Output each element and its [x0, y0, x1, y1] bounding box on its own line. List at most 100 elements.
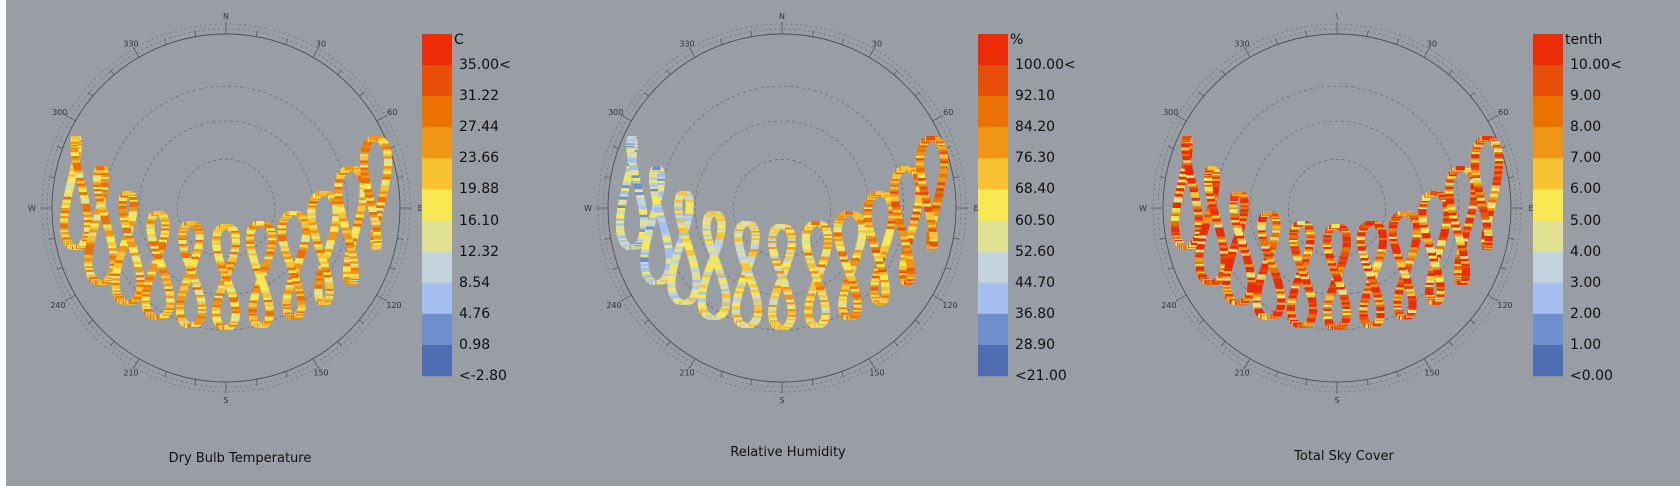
- sun-path-point: [1226, 257, 1235, 262]
- sun-path-point: [692, 278, 701, 283]
- sun-path-point: [135, 268, 144, 273]
- sun-path-point: [1443, 218, 1452, 223]
- sun-path-point: [1430, 260, 1439, 265]
- sun-path-point: [66, 182, 75, 187]
- sun-path-point: [1429, 191, 1438, 196]
- sun-path-point: [1194, 210, 1203, 215]
- sun-path-point: [334, 194, 343, 199]
- sun-path-point: [787, 242, 796, 247]
- compass-tick: [1198, 92, 1204, 97]
- sun-path-point: [892, 208, 901, 213]
- sun-path-point: [181, 251, 190, 256]
- sun-path-point: [1401, 274, 1410, 279]
- sun-path-point: [776, 272, 785, 277]
- legend-label: 4.00: [1570, 243, 1602, 260]
- sun-path-point: [278, 237, 287, 242]
- sun-path-point: [1445, 187, 1454, 192]
- sun-path-point: [1336, 282, 1345, 287]
- sun-path-point: [673, 251, 682, 256]
- sun-path-point: [1425, 282, 1434, 287]
- sun-path-point: [130, 251, 139, 256]
- sun-path-point: [184, 261, 193, 266]
- sun-path-point: [1456, 238, 1465, 243]
- sun-path-point: [1272, 228, 1281, 233]
- sun-path-point: [1408, 298, 1417, 303]
- sun-path-point: [118, 248, 127, 253]
- sun-path-point: [331, 223, 340, 228]
- sun-path-point: [751, 290, 760, 295]
- sun-path-point: [1412, 234, 1421, 239]
- sun-path-point: [301, 237, 310, 242]
- sun-path-point: [231, 240, 240, 245]
- sun-path-point: [640, 249, 649, 254]
- sun-path-point: [99, 192, 108, 197]
- sun-path-point: [120, 240, 129, 245]
- sun-path-point: [899, 259, 908, 264]
- sun-path-point: [263, 259, 272, 264]
- sun-path-point: [1178, 179, 1187, 184]
- sun-path-point: [1215, 229, 1224, 234]
- sun-path-point: [1302, 280, 1311, 285]
- sun-path-point: [1357, 244, 1366, 249]
- sun-path-point: [619, 193, 628, 198]
- sun-path-point: [350, 266, 359, 271]
- sun-path-point: [339, 220, 348, 225]
- sun-path-point: [1191, 196, 1200, 201]
- sun-path-point: [629, 166, 638, 171]
- sun-path-point: [1339, 256, 1348, 261]
- sun-path-point: [1435, 278, 1444, 283]
- sun-path-point: [1252, 294, 1261, 299]
- sun-path-point: [839, 255, 848, 260]
- sun-path-point: [1277, 298, 1286, 303]
- sun-path-point: [616, 227, 625, 232]
- sun-path-point: [1207, 200, 1216, 205]
- sun-path-point: [1183, 158, 1192, 163]
- sun-path-point: [867, 234, 876, 239]
- legend-swatch: [1533, 158, 1563, 190]
- sun-path-point: [104, 226, 113, 231]
- sun-path-point: [182, 256, 191, 261]
- sun-path-point: [285, 287, 294, 292]
- sun-path-point: [1289, 290, 1298, 295]
- sun-path-point: [111, 275, 120, 280]
- sun-path-point: [149, 242, 158, 247]
- sun-path-point: [190, 277, 199, 282]
- sun-path-point: [936, 185, 945, 190]
- sun-path-point: [115, 257, 124, 262]
- sun-path-point: [917, 174, 926, 179]
- sun-path-point: [1489, 193, 1498, 198]
- sun-path-point: [1209, 208, 1218, 213]
- sun-path-point: [324, 246, 333, 250]
- sun-path-point: [915, 194, 924, 199]
- sun-path-point: [742, 267, 751, 272]
- sun-path-point: [1206, 194, 1215, 199]
- sun-path-point: [1375, 300, 1384, 305]
- sun-path-point: [665, 252, 674, 257]
- sun-path-point: [347, 246, 356, 251]
- sun-path-point: [925, 213, 934, 218]
- sun-path-point: [1462, 229, 1471, 234]
- sun-path-point: [732, 298, 741, 303]
- sun-path-point: [359, 194, 368, 199]
- sun-path-point: [870, 243, 879, 248]
- sun-path-point: [1478, 202, 1487, 207]
- sun-path-point: [1394, 255, 1403, 260]
- sun-path-point: [1324, 300, 1333, 305]
- sun-path-point: [1431, 262, 1440, 267]
- sun-path-point: [915, 187, 924, 192]
- sun-path-point: [82, 207, 91, 212]
- sun-path-point: [617, 205, 626, 210]
- sun-path-point: [853, 252, 862, 257]
- sun-path-point: [136, 280, 145, 285]
- compass-tick: [132, 358, 140, 370]
- sun-path-point: [359, 161, 368, 166]
- sun-path-point: [1230, 246, 1239, 250]
- sun-path-point: [1341, 298, 1350, 303]
- sun-path-point: [297, 298, 306, 303]
- sun-path-point: [1194, 225, 1203, 230]
- sun-path-point: [1289, 293, 1298, 298]
- sun-path-point: [713, 244, 722, 249]
- sun-path-point: [717, 228, 726, 233]
- sun-path-point: [1329, 267, 1338, 272]
- sun-path-point: [1327, 290, 1336, 295]
